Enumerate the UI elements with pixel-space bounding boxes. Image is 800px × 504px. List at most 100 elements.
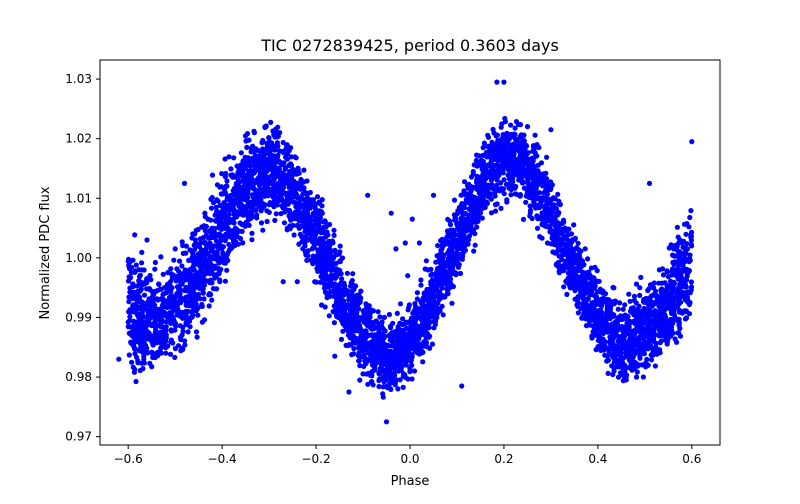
data-point — [197, 236, 203, 242]
data-point — [248, 210, 254, 216]
data-point — [192, 292, 198, 298]
data-point — [422, 293, 428, 299]
data-point — [648, 318, 654, 324]
data-point — [364, 344, 370, 350]
data-point — [414, 290, 420, 296]
data-point — [464, 226, 470, 232]
data-point — [222, 190, 228, 196]
data-point — [517, 192, 524, 198]
data-point — [224, 267, 230, 273]
data-point — [631, 293, 638, 299]
data-point — [363, 328, 369, 334]
data-point — [469, 208, 475, 214]
data-point — [639, 362, 645, 368]
data-point — [442, 294, 448, 300]
data-point — [652, 321, 659, 327]
data-point — [371, 345, 377, 351]
data-point — [179, 239, 185, 245]
data-point — [206, 303, 212, 309]
data-point — [320, 236, 326, 242]
data-point — [316, 199, 322, 205]
data-point — [226, 212, 232, 218]
data-point — [486, 143, 492, 149]
data-point — [242, 162, 248, 168]
data-point — [671, 312, 677, 318]
data-point — [575, 296, 581, 302]
data-point — [457, 270, 464, 277]
data-point — [424, 311, 430, 317]
data-point — [461, 179, 468, 185]
data-point — [620, 306, 626, 312]
data-point — [534, 213, 540, 219]
data-point — [556, 268, 562, 274]
data-point — [460, 212, 466, 218]
data-point — [524, 189, 531, 195]
data-point — [298, 183, 304, 189]
data-point — [301, 224, 307, 230]
data-point — [140, 366, 146, 372]
data-point — [561, 284, 567, 290]
data-point — [324, 295, 330, 301]
data-point — [282, 203, 288, 209]
data-point — [224, 178, 230, 184]
data-point — [336, 251, 342, 257]
data-point — [601, 295, 607, 301]
data-point — [472, 242, 478, 248]
data-point — [126, 274, 132, 280]
data-point — [201, 296, 207, 302]
data-point — [178, 336, 184, 343]
data-point — [468, 184, 474, 190]
data-point — [611, 368, 617, 374]
data-point — [227, 219, 233, 225]
data-point — [310, 223, 316, 229]
data-point — [471, 162, 477, 168]
data-point — [371, 367, 378, 373]
data-point — [155, 353, 161, 359]
data-point — [205, 241, 211, 247]
data-point — [593, 326, 599, 333]
data-point — [627, 320, 634, 326]
data-point — [133, 378, 139, 385]
data-point — [360, 315, 366, 321]
data-point — [209, 297, 215, 303]
data-point — [596, 278, 602, 284]
data-point — [600, 288, 606, 294]
data-point — [208, 205, 215, 211]
data-point — [494, 201, 500, 207]
data-point — [201, 271, 207, 277]
data-point — [222, 225, 228, 231]
data-point — [559, 221, 565, 227]
data-point — [526, 194, 532, 200]
data-point — [397, 377, 403, 383]
data-point — [264, 218, 270, 225]
data-point — [130, 364, 136, 370]
data-point — [131, 334, 137, 340]
data-point — [212, 275, 218, 281]
data-point — [139, 249, 145, 255]
data-point — [189, 309, 195, 316]
data-point — [471, 248, 477, 254]
data-point — [220, 220, 226, 226]
data-point — [126, 309, 132, 315]
data-point — [158, 254, 164, 260]
data-point — [525, 170, 531, 176]
data-point — [141, 267, 147, 273]
data-point — [508, 131, 514, 137]
data-point — [302, 249, 308, 255]
data-point — [136, 289, 142, 295]
data-point — [634, 369, 640, 375]
data-point — [624, 314, 630, 320]
data-point — [474, 224, 480, 230]
data-point — [222, 174, 228, 180]
data-point — [481, 140, 487, 146]
data-point — [653, 288, 659, 294]
data-point — [364, 310, 370, 316]
data-point — [582, 246, 588, 252]
data-point — [418, 282, 424, 288]
data-point — [487, 191, 493, 197]
data-point — [573, 260, 579, 266]
data-point — [266, 135, 272, 141]
data-point — [395, 339, 401, 346]
data-point — [357, 377, 363, 383]
data-point — [633, 374, 640, 380]
